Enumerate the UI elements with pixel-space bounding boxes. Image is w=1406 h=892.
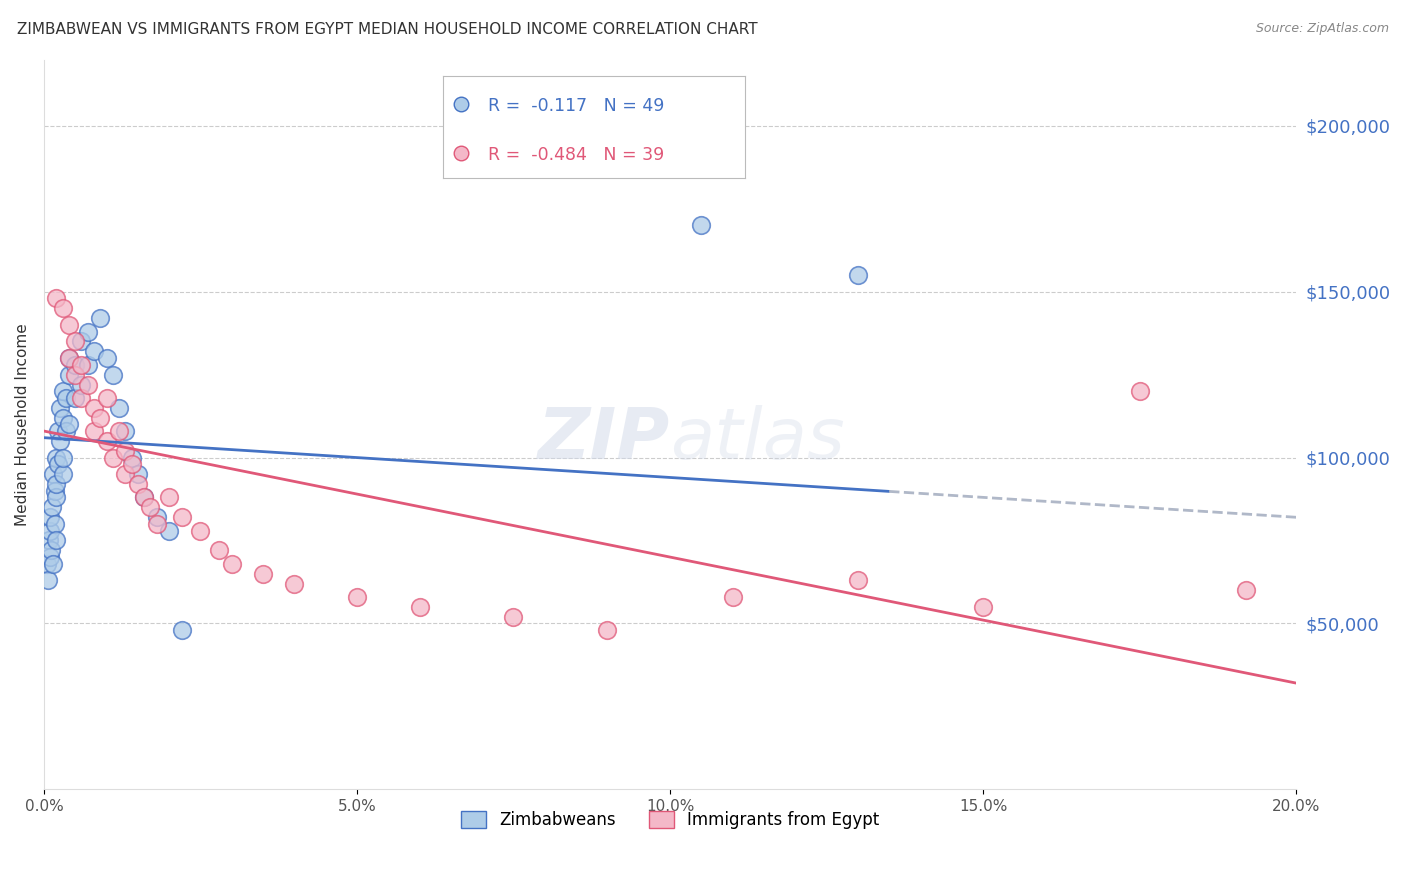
Point [58,417,80,432]
Point [83,424,105,438]
Point [89,311,111,326]
Point [45,491,67,505]
Point [45,450,67,465]
Point [121,450,143,465]
Point [170,510,193,524]
Point [48,401,70,415]
Point [63,391,86,405]
Point [52,384,75,399]
Text: Source: ZipAtlas.com: Source: ZipAtlas.com [1256,22,1389,36]
Point [1234,583,1257,598]
Point [101,450,124,465]
Point [408,599,430,614]
Point [170,623,193,637]
Point [46,457,69,471]
Point [58,351,80,365]
Point [35,557,58,571]
Point [76,358,98,372]
Point [283,576,305,591]
Point [596,623,619,637]
Point [114,444,136,458]
Point [132,491,155,505]
Point [55,424,77,438]
Point [52,467,75,482]
Text: ZIP: ZIP [537,404,671,474]
Point [121,457,143,471]
Point [252,566,274,581]
Point [70,391,93,405]
Point [52,410,75,425]
Point [76,377,98,392]
Point [41,500,63,515]
Text: atlas: atlas [671,404,845,474]
Point [39,510,62,524]
Point [450,96,472,111]
Point [44,516,66,531]
Point [157,491,180,505]
Point [46,424,69,438]
Point [39,550,62,565]
Point [846,268,869,282]
Point [70,358,93,372]
Point [846,574,869,588]
Point [70,334,93,349]
Point [96,351,118,365]
Point [63,334,86,349]
Point [145,516,167,531]
Point [721,590,744,604]
Point [37,574,59,588]
Point [41,543,63,558]
Point [145,510,167,524]
Point [114,467,136,482]
Point [45,292,67,306]
Point [157,524,180,538]
Legend: Zimbabweans, Immigrants from Egypt: Zimbabweans, Immigrants from Egypt [454,804,886,836]
Point [208,543,231,558]
Point [127,477,149,491]
Point [101,368,124,382]
Point [76,325,98,339]
Point [58,368,80,382]
Point [450,145,472,160]
Point [96,391,118,405]
Point [114,424,136,438]
Point [108,424,131,438]
Point [55,391,77,405]
Point [89,410,111,425]
Point [42,557,65,571]
Point [83,401,105,415]
Point [221,557,243,571]
Point [45,533,67,548]
Point [63,368,86,382]
Point [190,524,212,538]
Point [70,377,93,392]
Point [690,219,713,233]
Point [44,483,66,498]
Point [38,533,60,548]
Point [502,609,524,624]
Point [139,500,162,515]
Point [39,524,62,538]
Point [972,599,994,614]
Text: R =  -0.117   N = 49: R = -0.117 N = 49 [488,97,665,115]
Point [83,344,105,359]
Point [127,467,149,482]
Point [45,477,67,491]
Point [96,434,118,448]
Point [42,467,65,482]
Point [63,358,86,372]
Y-axis label: Median Household Income: Median Household Income [15,323,30,525]
Point [1129,384,1152,399]
Point [132,491,155,505]
Point [52,301,75,316]
Point [108,401,131,415]
Point [58,351,80,365]
Point [346,590,368,604]
Point [58,318,80,332]
Point [48,434,70,448]
Point [52,450,75,465]
Text: ZIMBABWEAN VS IMMIGRANTS FROM EGYPT MEDIAN HOUSEHOLD INCOME CORRELATION CHART: ZIMBABWEAN VS IMMIGRANTS FROM EGYPT MEDI… [17,22,758,37]
Text: R =  -0.484   N = 39: R = -0.484 N = 39 [488,146,665,164]
